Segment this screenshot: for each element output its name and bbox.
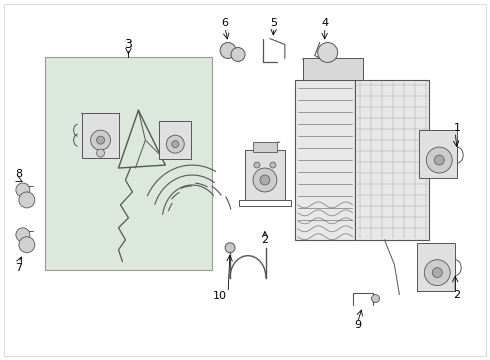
Circle shape	[225, 243, 235, 253]
Bar	[417, 243, 455, 291]
Bar	[253, 142, 277, 152]
Circle shape	[97, 136, 104, 144]
Circle shape	[424, 260, 450, 285]
Circle shape	[254, 162, 260, 168]
Text: 5: 5	[270, 18, 277, 28]
Text: 7: 7	[15, 263, 23, 273]
Circle shape	[318, 42, 338, 62]
Circle shape	[16, 183, 30, 197]
Circle shape	[166, 135, 184, 153]
Bar	[355, 80, 429, 240]
Text: 8: 8	[15, 169, 23, 179]
Circle shape	[260, 175, 270, 185]
Circle shape	[16, 228, 30, 242]
Circle shape	[172, 141, 179, 148]
Circle shape	[91, 130, 111, 150]
Bar	[245, 150, 285, 200]
Bar	[295, 80, 355, 240]
Circle shape	[426, 147, 452, 173]
Circle shape	[97, 149, 104, 157]
Text: 4: 4	[321, 18, 328, 28]
Circle shape	[270, 162, 276, 168]
Circle shape	[371, 294, 379, 302]
Text: 2: 2	[454, 289, 461, 300]
Text: 9: 9	[354, 320, 361, 330]
Bar	[159, 121, 191, 159]
Bar	[82, 113, 120, 158]
Bar	[419, 130, 457, 178]
Circle shape	[434, 155, 444, 165]
Text: 2: 2	[261, 235, 269, 245]
Circle shape	[432, 268, 442, 278]
Text: 10: 10	[213, 291, 227, 301]
Text: 6: 6	[221, 18, 228, 28]
Bar	[303, 58, 363, 80]
Circle shape	[19, 237, 35, 253]
Text: 1: 1	[454, 123, 461, 133]
Text: 3: 3	[124, 38, 132, 51]
Circle shape	[220, 42, 236, 58]
Bar	[45, 58, 212, 270]
Circle shape	[253, 168, 277, 192]
Circle shape	[231, 48, 245, 62]
Circle shape	[19, 192, 35, 208]
